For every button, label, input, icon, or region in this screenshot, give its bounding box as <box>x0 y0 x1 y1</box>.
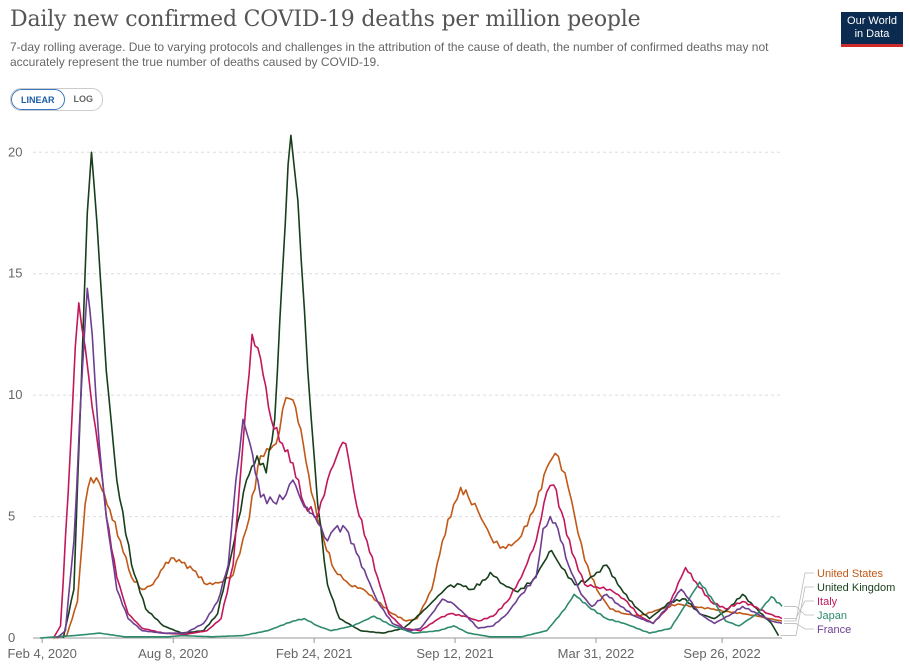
legend-connector <box>784 623 814 630</box>
legend-label: Italy <box>817 596 838 608</box>
series-line-united-states <box>53 396 783 639</box>
x-tick-label: Sep 12, 2021 <box>416 646 493 661</box>
y-tick-label: 15 <box>8 266 22 281</box>
series-line-france <box>56 287 783 639</box>
legend-connector <box>784 600 814 619</box>
series-line-japan <box>39 581 783 639</box>
chart-subtitle: 7-day rolling average. Due to varying pr… <box>10 40 769 69</box>
legend-connector <box>780 586 814 636</box>
series-line-united-kingdom <box>62 134 780 639</box>
y-tick-label: 20 <box>8 144 22 159</box>
legend-connector <box>784 606 814 616</box>
x-tick-label: Mar 31, 2022 <box>558 646 635 661</box>
linear-scale-button[interactable]: LINEAR <box>11 89 65 110</box>
logo-line-1: Our World <box>847 15 897 27</box>
x-tick-label: Aug 8, 2020 <box>138 646 208 661</box>
legend-label: France <box>817 624 851 636</box>
x-tick-label: Feb 4, 2020 <box>7 646 76 661</box>
y-tick-label: 0 <box>8 630 15 645</box>
series-line-italy <box>52 302 783 639</box>
x-tick-label: Sep 26, 2022 <box>683 646 760 661</box>
legend-connector <box>784 572 814 622</box>
legend-label: United Kingdom <box>817 582 895 594</box>
scale-toggle: LINEAR LOG <box>10 88 103 111</box>
x-tick-label: Feb 24, 2021 <box>276 646 353 661</box>
legend-label: Japan <box>817 610 847 622</box>
owid-logo[interactable]: Our World in Data <box>841 12 903 47</box>
logo-line-2: in Data <box>854 28 890 40</box>
log-scale-button[interactable]: LOG <box>73 94 94 104</box>
y-tick-label: 10 <box>8 387 22 402</box>
chart-title: Daily new confirmed COVID-19 deaths per … <box>10 7 641 32</box>
y-tick-label: 5 <box>8 509 15 524</box>
legend-label: United States <box>817 568 884 580</box>
